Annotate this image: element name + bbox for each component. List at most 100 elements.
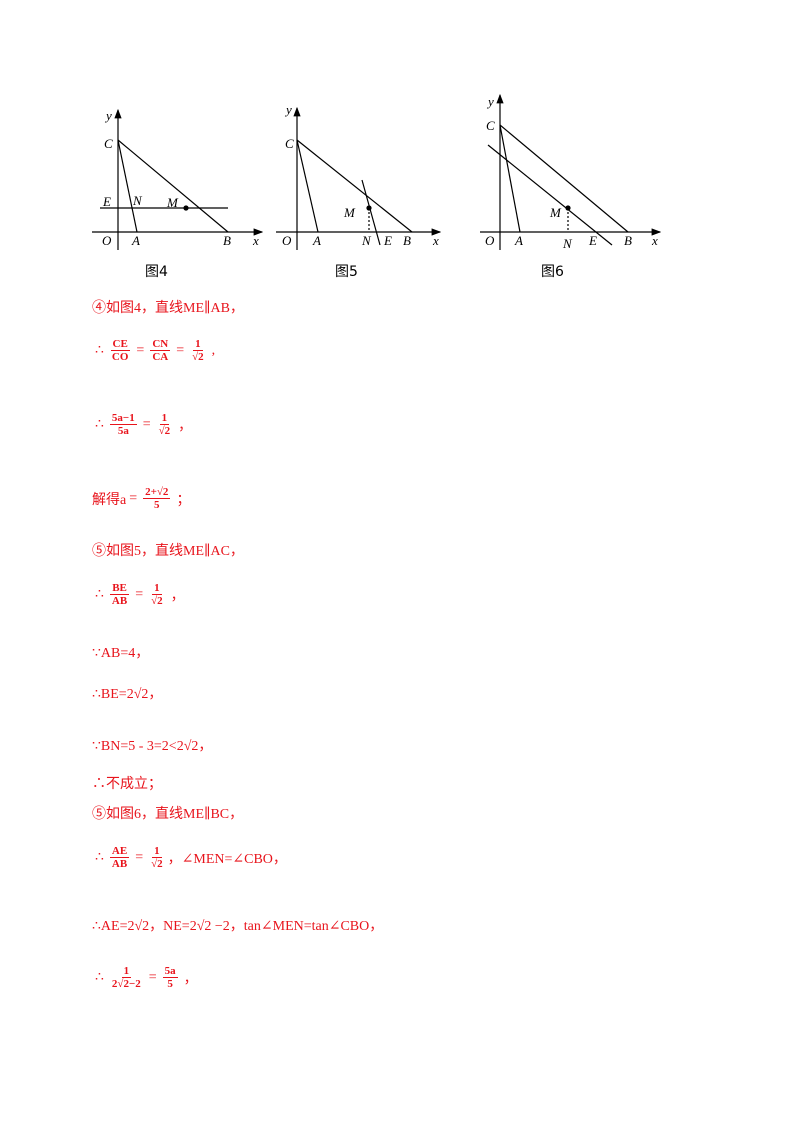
denominator: CO [111, 351, 129, 363]
point-label: E [102, 194, 111, 209]
point-label: B [223, 233, 231, 248]
point-label: E [588, 233, 597, 248]
denominator: √2 [151, 858, 163, 870]
denominator: √2 [151, 595, 163, 607]
text: ∴AE=2√2，NE=2√2 −2，tan∠MEN=tan∠CBO， [92, 919, 384, 934]
denominator: AB [111, 595, 128, 607]
solution-line: ∵AB=4， [92, 642, 149, 662]
point-label: x [252, 233, 259, 248]
point-label: y [486, 94, 494, 109]
text: ⑤如图6，直线ME∥BC， [92, 807, 244, 822]
text: ； [176, 492, 191, 508]
solution-line: ∴ 1 2√2−2 = 5a 5 ， [92, 965, 201, 990]
fraction: BE AB [110, 582, 129, 607]
numerator: 1 [121, 965, 132, 978]
text: ∵BN=5 - 3=2<2√2， [92, 739, 213, 754]
denominator: √2 [158, 425, 171, 437]
fraction: 1 √2 [157, 412, 173, 437]
fraction: AE AB [109, 845, 130, 870]
fraction: 1 2√2−2 [110, 965, 143, 990]
point-label: A [131, 233, 140, 248]
numerator: 2+√2 [143, 486, 171, 499]
point-label: C [104, 136, 113, 151]
text: ∴ [95, 417, 104, 432]
text: = [176, 342, 185, 358]
denominator: √2 [192, 351, 204, 363]
point-label: C [285, 136, 294, 151]
numerator: 1 [152, 582, 162, 595]
denominator: 5a [117, 425, 129, 437]
numerator: 1 [152, 845, 162, 858]
text: = [142, 416, 151, 432]
point-label: y [104, 108, 112, 123]
text: = [135, 586, 144, 602]
point-label: M [549, 205, 562, 220]
numerator: CN [150, 338, 171, 351]
denominator: 5 [154, 499, 160, 511]
text: = [148, 969, 157, 985]
denominator: 5 [167, 978, 173, 990]
numerator: 5a [162, 965, 178, 978]
figure-caption: 图6 [541, 264, 564, 280]
text: ④如图4，直线ME∥AB， [92, 301, 244, 316]
text: ⑤如图5，直线ME∥AC， [92, 544, 244, 559]
text: 解得a [92, 492, 127, 508]
numerator: BE [110, 582, 129, 595]
text: = [136, 342, 145, 358]
point-label: A [312, 233, 321, 248]
solution-line: 解得a = 2+√2 5 ； [92, 486, 193, 511]
point-label: O [485, 233, 495, 248]
solution-line: ⑤如图5，直线ME∥AC， [92, 540, 244, 560]
text: ， [170, 588, 185, 604]
numerator: 5a−1 [109, 412, 137, 425]
point-label: N [361, 233, 372, 248]
point-label: N [562, 236, 573, 251]
fraction: 5a−1 5a [109, 412, 137, 437]
text: ∴BE=2√2， [92, 687, 163, 702]
figure-caption: 图5 [335, 264, 358, 280]
denominator: AB [111, 858, 128, 870]
text: = [135, 849, 144, 865]
point-label: A [514, 233, 523, 248]
fraction: 2+√2 5 [143, 486, 171, 511]
text: ，∠MEN=∠CBO， [167, 851, 287, 867]
point-label: y [284, 102, 292, 117]
text: ∴ [95, 343, 104, 358]
denominator: CA [152, 351, 169, 363]
numerator: CE [110, 338, 130, 351]
figure-6 [480, 93, 662, 250]
fraction: CE CO [110, 338, 131, 363]
solution-line: ∴AE=2√2，NE=2√2 −2，tan∠MEN=tan∠CBO， [92, 915, 383, 935]
fraction: 1 √2 [149, 845, 165, 870]
text: ， [178, 418, 193, 434]
point-label: E [383, 233, 392, 248]
point-label: B [403, 233, 411, 248]
numerator: 1 [159, 412, 170, 425]
fraction: 1 √2 [190, 338, 206, 363]
figure-5 [276, 106, 442, 250]
figure-4 [92, 108, 264, 250]
solution-line: ∴ AE AB = 1 √2 ，∠MEN=∠CBO， [92, 845, 287, 870]
text: = [129, 490, 138, 506]
point-label: O [282, 233, 292, 248]
text: ∴ [95, 970, 104, 985]
text: ∴不成立； [92, 777, 162, 792]
solution-line: ∴不成立； [92, 773, 162, 793]
solution-line: ∴ CE CO = CN CA = 1 √2, [92, 338, 218, 363]
solution-line: ④如图4，直线ME∥AB， [92, 297, 244, 317]
solution-line: ∴BE=2√2， [92, 683, 162, 703]
text: , [211, 342, 216, 358]
point-label: x [432, 233, 439, 248]
point-label: M [343, 205, 356, 220]
text: ， [183, 971, 198, 987]
solution-line: ∴ 5a−1 5a = 1 √2 ， [92, 412, 195, 437]
point-label: M [166, 195, 179, 210]
point-label: B [624, 233, 632, 248]
fraction: 5a 5 [162, 965, 178, 990]
text: ∴ [95, 587, 104, 602]
point-label: O [102, 233, 112, 248]
solution-line: ⑤如图6，直线ME∥BC， [92, 803, 243, 823]
text: ∴ [95, 850, 104, 865]
